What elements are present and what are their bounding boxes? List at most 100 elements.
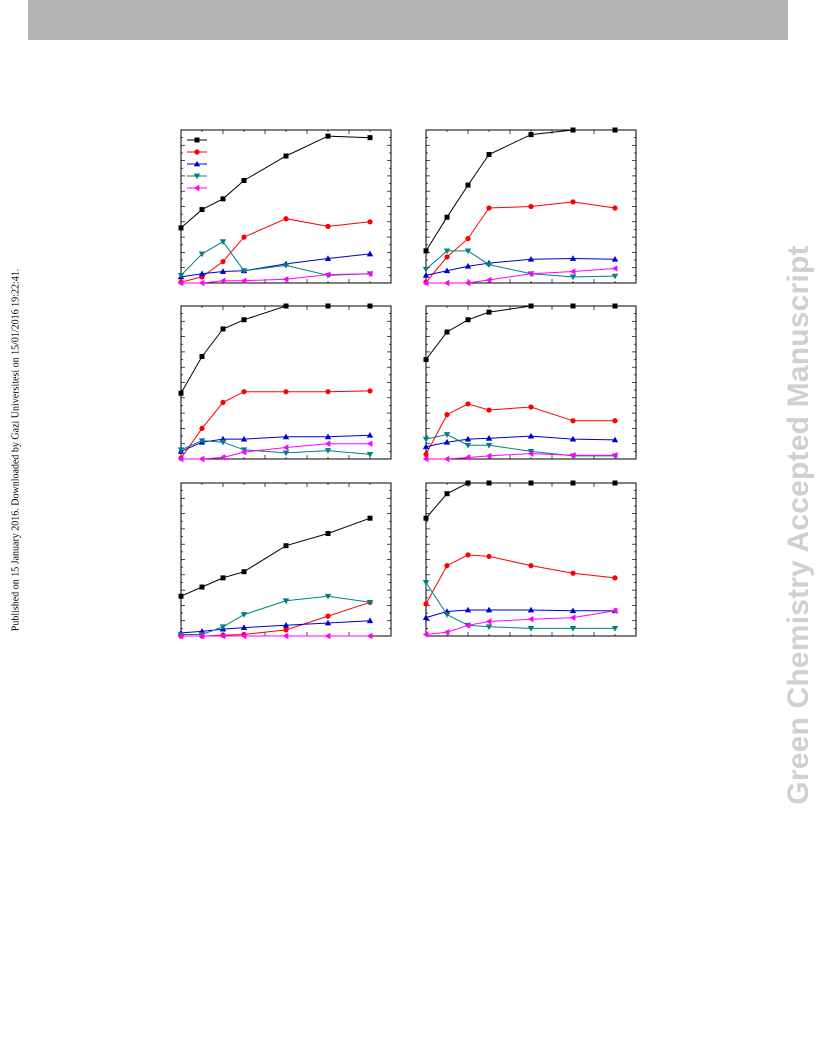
data-point	[198, 455, 205, 463]
data-point	[240, 624, 248, 630]
chart-panel-2	[422, 127, 637, 287]
data-point	[528, 303, 534, 309]
data-point	[422, 266, 430, 273]
data-point	[569, 607, 577, 614]
data-point	[612, 127, 618, 133]
data-point	[220, 196, 226, 202]
data-point	[241, 234, 247, 240]
data-point	[423, 357, 429, 363]
data-point	[486, 480, 492, 486]
data-point	[283, 216, 289, 222]
data-point	[464, 435, 472, 442]
data-point	[611, 265, 618, 272]
data-point	[324, 255, 332, 261]
data-point	[283, 303, 289, 309]
data-point	[464, 279, 471, 287]
data-point	[464, 606, 472, 613]
data-point	[220, 258, 226, 265]
series-line-2	[425, 554, 616, 605]
data-point	[366, 617, 374, 624]
data-point	[178, 390, 184, 396]
data-point	[423, 601, 429, 607]
data-point	[325, 133, 331, 139]
series-line-3	[425, 257, 616, 276]
data-point	[485, 435, 493, 441]
data-point	[486, 205, 492, 211]
data-point	[528, 480, 534, 486]
data-point	[177, 455, 184, 463]
legend-marker	[193, 160, 201, 167]
data-point	[612, 575, 618, 581]
data-point	[464, 622, 471, 629]
series-line-4	[180, 241, 371, 276]
data-point	[198, 632, 205, 640]
data-point	[569, 268, 576, 275]
data-point	[282, 450, 290, 457]
data-point	[422, 580, 430, 586]
data-point	[283, 153, 289, 159]
data-point	[486, 309, 492, 315]
data-point	[465, 552, 471, 558]
data-point	[464, 442, 472, 449]
data-point	[220, 575, 226, 581]
data-point	[485, 262, 493, 268]
series-line-4	[425, 582, 615, 629]
data-point	[485, 606, 493, 613]
data-point	[198, 270, 206, 277]
series-line-4	[181, 595, 371, 635]
chart-panel-3	[177, 303, 392, 463]
data-point	[527, 606, 535, 613]
data-point	[422, 272, 430, 278]
data-point	[569, 614, 576, 621]
data-point	[325, 223, 331, 229]
data-point	[528, 132, 534, 138]
data-point	[486, 151, 492, 157]
data-point	[367, 388, 373, 394]
data-point	[527, 270, 534, 278]
data-point	[199, 207, 205, 213]
data-point	[570, 127, 576, 133]
data-point	[282, 275, 289, 283]
data-point	[527, 450, 534, 457]
data-point	[422, 614, 430, 621]
data-point	[324, 440, 331, 447]
data-point	[443, 455, 450, 463]
data-point	[240, 612, 248, 618]
data-point	[324, 433, 332, 440]
data-point	[612, 303, 618, 309]
data-point	[612, 480, 618, 486]
data-point	[464, 454, 471, 461]
series-line-5	[426, 268, 616, 284]
data-point	[177, 632, 184, 640]
data-point	[240, 435, 248, 442]
legend-marker	[194, 137, 200, 143]
data-point	[422, 455, 429, 463]
data-point	[324, 593, 332, 600]
plot-frame	[180, 482, 392, 637]
data-point	[569, 255, 577, 261]
data-point	[324, 619, 332, 626]
data-point	[198, 279, 205, 287]
data-point	[240, 268, 248, 275]
data-point	[486, 407, 492, 413]
data-point	[465, 480, 471, 486]
data-point	[465, 236, 471, 242]
data-point	[367, 219, 373, 225]
data-point	[485, 276, 492, 284]
series-line-1	[425, 482, 615, 519]
data-point	[611, 625, 619, 632]
data-point	[612, 205, 618, 211]
data-point	[199, 425, 205, 431]
data-point	[282, 632, 289, 640]
header-bar	[28, 0, 788, 40]
data-point	[282, 444, 289, 451]
data-point	[611, 273, 619, 280]
data-point	[367, 303, 373, 309]
data-point	[422, 443, 430, 450]
series-line-4	[425, 250, 616, 278]
data-point	[366, 599, 374, 606]
data-point	[282, 598, 290, 605]
data-point	[528, 404, 534, 410]
data-point	[366, 270, 373, 278]
data-point	[485, 442, 493, 449]
